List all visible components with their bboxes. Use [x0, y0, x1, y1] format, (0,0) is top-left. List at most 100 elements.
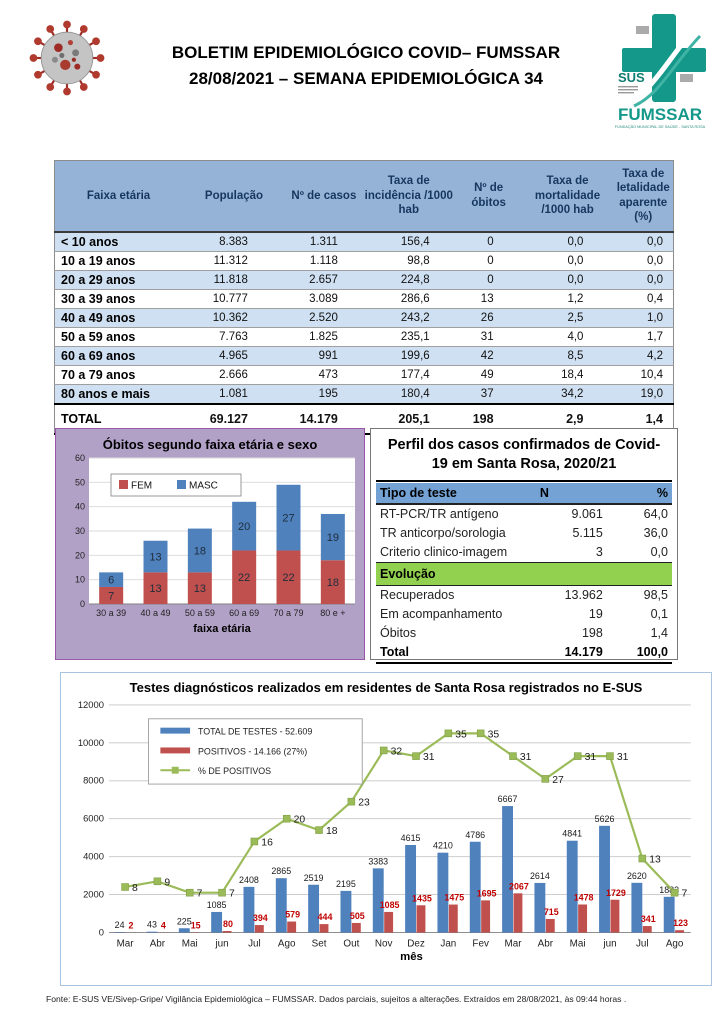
positives-label: 579	[285, 910, 300, 920]
masc-bar-segment	[143, 540, 168, 573]
incidence-table-head: Faixa etária População Nº de casos Taxa de …	[54, 160, 674, 233]
value-cell: 100,0	[612, 642, 672, 664]
value-cell: 0,0	[613, 251, 674, 271]
total-tests-bar	[308, 884, 320, 933]
profile-table-title: Perfil dos casos confirmados de Covid-19…	[376, 429, 672, 482]
source-note: Fonte: E-SUS VE/Sivep-Gripe/ Vigilância …	[46, 994, 627, 1004]
value-cell: 198	[581, 626, 603, 641]
total-tests-bar	[469, 841, 481, 933]
y-axis-tick-label: 8000	[83, 775, 104, 786]
x-axis-tick-label: Set	[312, 938, 327, 949]
masc-value-label: 13	[149, 552, 161, 564]
total-tests-bar	[211, 911, 223, 933]
fem-bar-segment	[143, 572, 168, 604]
percent-positive-label: 8	[132, 883, 138, 894]
virus-spike-tip	[92, 70, 100, 79]
tests-chart: 0 2000 4000 6000 8000 10000 12000 24 2 Mar 43 4 Abr 2…	[63, 697, 709, 987]
value-cell: 10,4	[613, 365, 674, 385]
column-header: Nº de óbitos	[455, 160, 522, 233]
table-row: 60 a 69 anos 4.965 991 199,6 42 8,5 4,2	[54, 346, 674, 366]
value-cell: 42	[455, 346, 522, 366]
x-axis-title: mês	[400, 951, 423, 963]
x-axis-tick-label: 30 a 39	[96, 608, 126, 618]
age-group-cell: 40 a 49 anos	[54, 308, 183, 328]
virus-spike-tip	[63, 20, 71, 29]
label-cell: TR anticorpo/sorologia	[380, 526, 506, 541]
legend-positives-swatch	[160, 747, 191, 754]
y-axis-tick-label: 10	[75, 575, 85, 585]
value-cell: 180,4	[361, 384, 456, 404]
value-cell: 0	[455, 231, 522, 252]
percent-positive-label: 16	[261, 837, 273, 848]
section-header-cell: Evolução	[376, 561, 672, 586]
value-cell: 156,4	[361, 231, 456, 252]
positives-label: 1695	[477, 888, 497, 898]
total-tests-label: 24	[115, 920, 125, 930]
percent-positive-label: 31	[423, 752, 435, 763]
percent-positive-marker	[444, 729, 453, 738]
positives-bar	[513, 893, 523, 933]
x-axis-tick-label: Mar	[117, 938, 135, 949]
percent-positive-label: 7	[682, 889, 688, 900]
virus-spike-tip	[79, 25, 88, 33]
age-group-cell: 60 a 69 anos	[54, 346, 183, 366]
value-cell: 31	[455, 327, 522, 347]
masc-bar-segment	[232, 501, 257, 551]
fem-bar-segment	[99, 586, 124, 604]
fem-value-label: 13	[194, 583, 206, 595]
x-axis-tick-label: Ago	[278, 938, 296, 949]
virus-texture-spot	[72, 49, 80, 57]
logo-sus-line	[618, 89, 638, 91]
y-axis-tick-label: 0	[80, 599, 85, 609]
logo-sus-text: SUS	[618, 70, 645, 85]
value-cell: 36,0	[643, 526, 668, 541]
x-axis-title: faixa etária	[193, 623, 251, 635]
total-tests-label: 2408	[239, 875, 259, 885]
legend-masc-label: MASC	[189, 481, 218, 492]
total-tests-label: 1883	[659, 885, 679, 895]
age-group-cell: 80 anos e mais	[54, 384, 183, 404]
legend-fem-swatch	[119, 480, 128, 489]
value-cell: 243,2	[361, 308, 456, 328]
x-axis-tick-label: Mai	[570, 938, 586, 949]
value-cell: 1.118	[285, 251, 362, 271]
value-cell: 224,8	[361, 270, 456, 290]
profile-table-panel: Perfil dos casos confirmados de Covid-19…	[370, 428, 678, 664]
test-type-row: Criterio clinico-imagem 3 0,0	[376, 543, 672, 563]
total-row: Total 14.179 100,0	[376, 642, 672, 664]
positives-label: 715	[544, 907, 559, 917]
positives-bar	[448, 904, 458, 933]
y-axis-tick-label: 12000	[78, 699, 104, 710]
percent-positive-marker	[379, 746, 388, 755]
value-cell: 1.081	[182, 384, 286, 404]
value-cell: 199,6	[361, 346, 456, 366]
value-cell: 4,2	[613, 346, 674, 366]
test-type-row: TR anticorpo/sorologia 5.115 36,0	[376, 524, 672, 543]
value-cell: 991	[285, 346, 362, 366]
coronavirus-image	[29, 20, 105, 96]
table-row: < 10 anos 8.383 1.311 156,4 0 0,0 0,0	[54, 231, 674, 252]
percent-positive-marker	[315, 826, 323, 834]
percent-positive-label: 18	[326, 826, 338, 837]
positives-bar	[545, 918, 555, 933]
table-row: 50 a 59 anos 7.763 1.825 235,1 31 4,0 1,7	[54, 327, 674, 347]
total-tests-label: 43	[147, 920, 157, 930]
value-cell: 0,0	[650, 545, 668, 560]
value-cell: 0,0	[613, 270, 674, 290]
tests-chart-panel: Testes diagnósticos realizados em reside…	[60, 672, 712, 986]
positives-label: 1435	[412, 893, 432, 903]
table-row: 40 a 49 anos 10.362 2.520 243,2 26 2,5 1,0	[54, 308, 674, 328]
value-cell: 1,2	[521, 289, 614, 309]
positives-label: 1478	[574, 893, 594, 903]
value-cell: 26	[455, 308, 522, 328]
x-axis-tick-label: Mai	[182, 938, 198, 949]
total-tests-bar	[534, 882, 546, 933]
x-axis-tick-label: Nov	[375, 938, 393, 949]
fem-bar-segment	[232, 550, 257, 604]
virus-texture-spot	[67, 39, 74, 46]
virus-spike-tip	[63, 87, 71, 96]
label-cell: Total	[376, 642, 536, 664]
logo-ribbon-accent	[633, 34, 702, 108]
value-cell: 64,0	[643, 507, 668, 522]
value-cell: 0,0	[521, 251, 614, 271]
